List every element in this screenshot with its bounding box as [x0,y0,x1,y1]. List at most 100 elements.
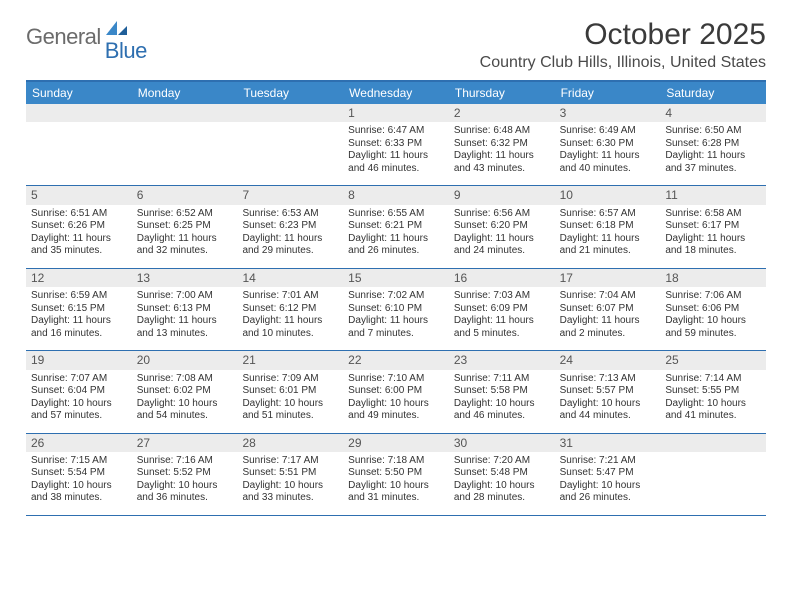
day-details: Sunrise: 6:52 AMSunset: 6:25 PMDaylight:… [132,205,238,268]
day-details: Sunrise: 7:03 AMSunset: 6:09 PMDaylight:… [449,287,555,350]
day-details: Sunrise: 7:20 AMSunset: 5:48 PMDaylight:… [449,452,555,515]
day-cell [660,434,766,515]
calendar-grid: Sunday Monday Tuesday Wednesday Thursday… [26,80,766,516]
day-number: 4 [660,104,766,122]
daylight-text-1: Daylight: 11 hours [137,233,233,246]
sunrise-text: Sunrise: 7:06 AM [665,290,761,303]
daylight-text-1: Daylight: 10 hours [137,398,233,411]
sunset-text: Sunset: 5:50 PM [348,467,444,480]
day-details: Sunrise: 7:01 AMSunset: 6:12 PMDaylight:… [237,287,343,350]
daylight-text-2: and 46 minutes. [348,163,444,176]
sunrise-text: Sunrise: 7:09 AM [242,373,338,386]
daylight-text-2: and 18 minutes. [665,245,761,258]
sunrise-text: Sunrise: 7:04 AM [560,290,656,303]
day-cell: 31Sunrise: 7:21 AMSunset: 5:47 PMDayligh… [555,434,661,515]
sunrise-text: Sunrise: 6:55 AM [348,208,444,221]
day-number: 18 [660,269,766,287]
day-number: 20 [132,351,238,369]
daylight-text-1: Daylight: 11 hours [665,150,761,163]
day-details: Sunrise: 7:09 AMSunset: 6:01 PMDaylight:… [237,370,343,433]
sunrise-text: Sunrise: 6:58 AM [665,208,761,221]
daylight-text-1: Daylight: 11 hours [560,315,656,328]
daylight-text-2: and 51 minutes. [242,410,338,423]
day-details: Sunrise: 7:02 AMSunset: 6:10 PMDaylight:… [343,287,449,350]
day-cell: 10Sunrise: 6:57 AMSunset: 6:18 PMDayligh… [555,186,661,267]
location-subtitle: Country Club Hills, Illinois, United Sta… [480,54,766,72]
daylight-text-2: and 21 minutes. [560,245,656,258]
day-number: 14 [237,269,343,287]
day-cell: 6Sunrise: 6:52 AMSunset: 6:25 PMDaylight… [132,186,238,267]
daylight-text-2: and 37 minutes. [665,163,761,176]
day-details: Sunrise: 7:17 AMSunset: 5:51 PMDaylight:… [237,452,343,515]
day-number: 28 [237,434,343,452]
day-details: Sunrise: 7:00 AMSunset: 6:13 PMDaylight:… [132,287,238,350]
day-number: 1 [343,104,449,122]
daylight-text-2: and 57 minutes. [31,410,127,423]
sunrise-text: Sunrise: 7:20 AM [454,455,550,468]
sunset-text: Sunset: 6:30 PM [560,138,656,151]
sunset-text: Sunset: 6:13 PM [137,303,233,316]
sunrise-text: Sunrise: 6:48 AM [454,125,550,138]
day-details: Sunrise: 6:55 AMSunset: 6:21 PMDaylight:… [343,205,449,268]
day-cell: 28Sunrise: 7:17 AMSunset: 5:51 PMDayligh… [237,434,343,515]
day-details: Sunrise: 6:56 AMSunset: 6:20 PMDaylight:… [449,205,555,268]
day-cell [132,104,238,185]
day-number: 2 [449,104,555,122]
day-number: 11 [660,186,766,204]
day-cell: 15Sunrise: 7:02 AMSunset: 6:10 PMDayligh… [343,269,449,350]
sunrise-text: Sunrise: 7:17 AM [242,455,338,468]
day-number: 24 [555,351,661,369]
daylight-text-1: Daylight: 10 hours [560,398,656,411]
sunrise-text: Sunrise: 6:53 AM [242,208,338,221]
day-number: 25 [660,351,766,369]
logo-text-blue: Blue [105,38,147,64]
sunset-text: Sunset: 6:26 PM [31,220,127,233]
daylight-text-1: Daylight: 11 hours [560,150,656,163]
sunset-text: Sunset: 6:25 PM [137,220,233,233]
daylight-text-2: and 24 minutes. [454,245,550,258]
day-cell: 29Sunrise: 7:18 AMSunset: 5:50 PMDayligh… [343,434,449,515]
daylight-text-2: and 26 minutes. [348,245,444,258]
day-number: 10 [555,186,661,204]
sunrise-text: Sunrise: 7:02 AM [348,290,444,303]
day-cell [26,104,132,185]
day-number: 6 [132,186,238,204]
daylight-text-2: and 54 minutes. [137,410,233,423]
sunset-text: Sunset: 6:32 PM [454,138,550,151]
sunset-text: Sunset: 6:02 PM [137,385,233,398]
daylight-text-1: Daylight: 11 hours [242,233,338,246]
sunrise-text: Sunrise: 6:59 AM [31,290,127,303]
daylight-text-2: and 40 minutes. [560,163,656,176]
page-header: General Blue October 2025 Country Club H… [26,18,766,72]
day-number: 23 [449,351,555,369]
sunrise-text: Sunrise: 7:15 AM [31,455,127,468]
day-cell: 12Sunrise: 6:59 AMSunset: 6:15 PMDayligh… [26,269,132,350]
sunrise-text: Sunrise: 7:03 AM [454,290,550,303]
sunset-text: Sunset: 5:48 PM [454,467,550,480]
daylight-text-2: and 31 minutes. [348,492,444,505]
day-number: 13 [132,269,238,287]
daylight-text-1: Daylight: 10 hours [665,315,761,328]
day-cell: 30Sunrise: 7:20 AMSunset: 5:48 PMDayligh… [449,434,555,515]
daylight-text-1: Daylight: 10 hours [454,398,550,411]
day-details: Sunrise: 7:16 AMSunset: 5:52 PMDaylight:… [132,452,238,515]
sunset-text: Sunset: 5:47 PM [560,467,656,480]
sunrise-text: Sunrise: 7:14 AM [665,373,761,386]
sunset-text: Sunset: 6:20 PM [454,220,550,233]
day-cell: 14Sunrise: 7:01 AMSunset: 6:12 PMDayligh… [237,269,343,350]
daylight-text-2: and 59 minutes. [665,328,761,341]
daylight-text-2: and 16 minutes. [31,328,127,341]
daylight-text-1: Daylight: 10 hours [242,480,338,493]
day-details: Sunrise: 6:49 AMSunset: 6:30 PMDaylight:… [555,122,661,185]
week-row: 12Sunrise: 6:59 AMSunset: 6:15 PMDayligh… [26,269,766,351]
daylight-text-1: Daylight: 11 hours [242,315,338,328]
day-details: Sunrise: 7:07 AMSunset: 6:04 PMDaylight:… [26,370,132,433]
day-cell: 8Sunrise: 6:55 AMSunset: 6:21 PMDaylight… [343,186,449,267]
day-details: Sunrise: 6:47 AMSunset: 6:33 PMDaylight:… [343,122,449,185]
dow-thursday: Thursday [449,82,555,104]
sunset-text: Sunset: 6:33 PM [348,138,444,151]
day-details: Sunrise: 6:51 AMSunset: 6:26 PMDaylight:… [26,205,132,268]
day-details: Sunrise: 6:59 AMSunset: 6:15 PMDaylight:… [26,287,132,350]
month-title: October 2025 [480,18,766,52]
sunset-text: Sunset: 6:17 PM [665,220,761,233]
